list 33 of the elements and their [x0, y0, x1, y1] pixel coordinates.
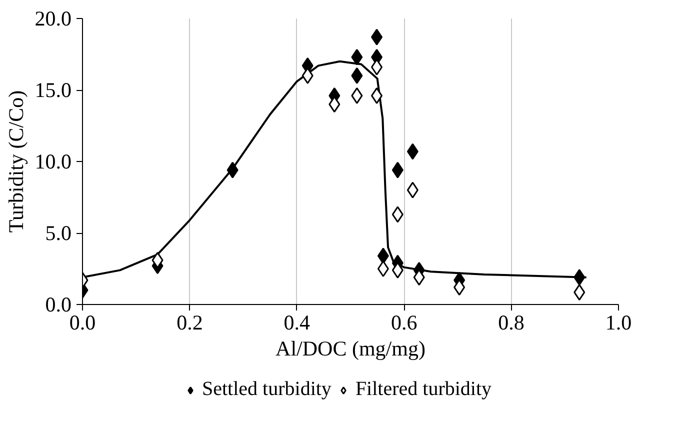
point — [377, 260, 389, 277]
y-tick-label: 10.0 — [34, 150, 72, 174]
x-tick-label: 0.6 — [390, 310, 418, 334]
point — [371, 87, 383, 104]
point — [406, 143, 418, 160]
legend-label: Filtered turbidity — [355, 378, 492, 401]
point — [413, 269, 425, 286]
point — [328, 96, 340, 113]
point — [574, 284, 586, 301]
legend-label: Settled turbidity — [202, 378, 332, 401]
x-tick-label: 1.0 — [605, 310, 632, 334]
point — [152, 252, 164, 268]
y-tick-label: 0.0 — [45, 292, 72, 316]
y-tick-label: 5.0 — [45, 221, 72, 245]
point — [392, 162, 404, 178]
point — [454, 279, 466, 296]
x-axis-title: Al/DOC (mg/mg) — [276, 336, 426, 360]
point — [351, 87, 363, 104]
point — [392, 206, 404, 223]
point — [226, 162, 238, 178]
point — [574, 269, 586, 286]
y-tick-label: 20.0 — [34, 6, 72, 30]
x-tick-label: 0.4 — [284, 310, 311, 334]
x-tick-label: 0.0 — [69, 310, 96, 334]
point — [406, 182, 418, 198]
x-tick-label: 0.8 — [498, 310, 524, 334]
point — [377, 248, 389, 264]
point — [351, 67, 363, 84]
point — [351, 48, 363, 66]
y-tick-label: 15.0 — [34, 78, 72, 102]
x-tick-label: 0.2 — [176, 310, 203, 334]
point — [371, 28, 383, 46]
y-axis-title: Turbidity (C/Co) — [4, 90, 28, 233]
